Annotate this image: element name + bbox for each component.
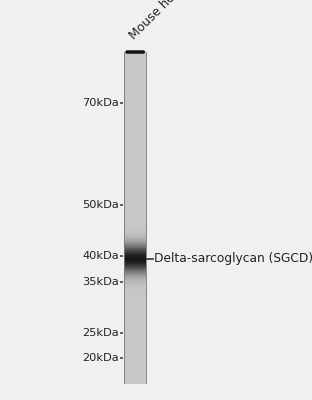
Text: Mouse heart: Mouse heart xyxy=(127,0,190,42)
Bar xyxy=(124,52,146,384)
Text: 40kDa: 40kDa xyxy=(82,251,119,261)
Text: 35kDa: 35kDa xyxy=(82,277,119,287)
Text: 25kDa: 25kDa xyxy=(82,328,119,338)
Text: 50kDa: 50kDa xyxy=(82,200,119,210)
Text: Delta-sarcoglycan (SGCD): Delta-sarcoglycan (SGCD) xyxy=(154,252,312,265)
Text: 20kDa: 20kDa xyxy=(82,354,119,364)
Text: 70kDa: 70kDa xyxy=(82,98,119,108)
